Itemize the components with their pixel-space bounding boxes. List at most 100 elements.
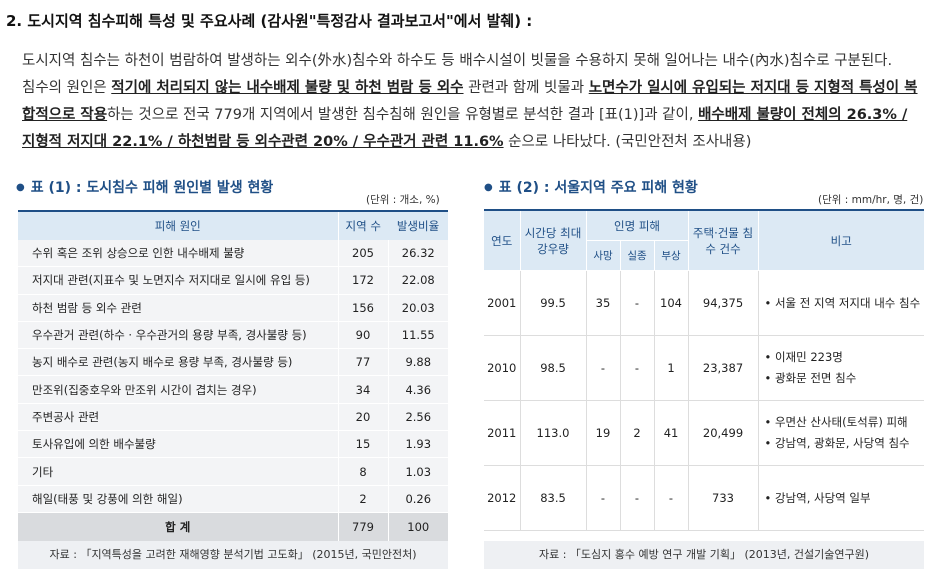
year-cell: 2001 [484, 270, 521, 336]
cause-cell: 해일(태풍 및 강풍에 의한 해일) [18, 485, 339, 513]
ratio-cell: 1.03 [388, 457, 448, 486]
dead-cell: 19 [586, 400, 621, 466]
ratio-cell: 0.26 [388, 485, 448, 513]
count-cell: 172 [338, 266, 389, 295]
paragraph-emphasis: 적기에 처리되지 않는 내수배제 불량 및 하천 범람 등 외수 [111, 80, 464, 96]
table1-title-text: 표 (1) : 도시침수 피해 원인별 발생 현황 [30, 180, 274, 196]
table1-title: ● 표 (1) : 도시침수 피해 원인별 발생 현황 [16, 177, 273, 197]
count-cell: 90 [338, 321, 389, 350]
paragraph-text: 순으로 나타났다. (국민안전처 조사내용) [503, 134, 752, 150]
table2-header-year: 연도 [484, 209, 521, 271]
count-cell: 15 [338, 430, 389, 459]
table2-header-note: 비고 [758, 209, 925, 271]
ratio-cell: 4.36 [388, 375, 448, 404]
table2-header-casualty: 인명 피해 [586, 209, 689, 241]
rain-cell: 99.5 [520, 270, 587, 336]
ratio-cell: 9.88 [388, 348, 448, 377]
year-cell: 2010 [484, 335, 521, 401]
houses-cell: 20,499 [688, 400, 759, 466]
ratio-cell: 11.55 [388, 321, 448, 350]
table2: 연도 시간당 최대강우량 인명 피해 주택·건물 침수 건수 비고 사망 실종 … [484, 209, 925, 531]
year-cell: 2011 [484, 400, 521, 466]
table1-source: 자료 : 「지역특성을 고려한 재해영향 분석기법 고도화」 (2015년, 국… [18, 541, 448, 569]
table2-title: ● 표 (2) : 서울지역 주요 피해 현황 [484, 177, 698, 197]
cause-cell: 농지 배수로 관련(농지 배수로 용량 부족, 경사불량 등) [18, 348, 339, 377]
cause-cell: 수위 혹은 조위 상승으로 인한 내수배제 불량 [18, 240, 339, 268]
table-row: 만조위(집중호우와 만조위 시간이 겹치는 경우) 34 4.36 [18, 375, 448, 404]
table1-header-ratio: 발생비율 [388, 210, 448, 240]
table2-title-text: 표 (2) : 서울지역 주요 피해 현황 [498, 180, 698, 196]
injured-cell: 104 [654, 270, 689, 336]
note-cell: • 서울 전 지역 저지대 내수 침수 [758, 270, 925, 336]
missing-cell: 2 [620, 400, 655, 466]
ratio-cell: 20.03 [388, 294, 448, 322]
cause-cell: 저지대 관련(지표수 및 노면지수 저지대로 일시에 유입 등) [18, 266, 339, 295]
table1-header-cause: 피해 원인 [18, 210, 339, 240]
table-row: 농지 배수로 관련(농지 배수로 용량 부족, 경사불량 등) 77 9.88 [18, 348, 448, 377]
count-cell: 8 [338, 457, 389, 486]
table1-total-row: 합 계 779 100 [18, 512, 448, 542]
paragraph-text: 하는 것으로 전국 779개 지역에서 발생한 침수침해 원인을 유형별로 분석… [107, 107, 699, 123]
dead-cell: 35 [586, 270, 621, 336]
missing-cell: - [620, 335, 655, 401]
table-row: 주변공사 관련 20 2.56 [18, 403, 448, 432]
table-row: 해일(태풍 및 강풍에 의한 해일) 2 0.26 [18, 485, 448, 513]
note-item: • 강남역, 사당역 일부 [764, 490, 871, 505]
ratio-cell: 26.32 [388, 240, 448, 268]
injured-cell: 1 [654, 335, 689, 401]
table2-header-houses: 주택·건물 침수 건수 [688, 209, 759, 271]
rain-cell: 83.5 [520, 465, 587, 531]
table2-header-missing: 실종 [620, 240, 655, 271]
table-row: 2011 113.0 19 2 41 20,499 • 우면산 산사태(토석류) 피해 • 강… [484, 400, 925, 466]
count-cell: 205 [338, 240, 389, 268]
cause-cell: 기타 [18, 457, 339, 486]
ratio-cell: 22.08 [388, 266, 448, 295]
note-cell: • 강남역, 사당역 일부 [758, 465, 925, 531]
year-cell: 2012 [484, 465, 521, 531]
table2-header-row: 연도 시간당 최대강우량 인명 피해 주택·건물 침수 건수 비고 [484, 209, 925, 271]
table2-unit: (단위 : mm/hr, 명, 건) [818, 194, 924, 206]
table-row: 우수관거 관련(하수 · 우수관거의 용량 부족, 경사불량 등) 90 11.55 [18, 321, 448, 350]
bullet-icon: ● [484, 182, 493, 193]
cause-cell: 토사유입에 의한 배수불량 [18, 430, 339, 459]
ratio-cell: 1.93 [388, 430, 448, 459]
count-cell: 156 [338, 294, 389, 322]
note-item: • 이재민 223명 [764, 350, 843, 364]
count-cell: 2 [338, 485, 389, 513]
table2-header-injured: 부상 [654, 240, 689, 271]
table2-header-rain: 시간당 최대강우량 [520, 209, 587, 271]
houses-cell: 733 [688, 465, 759, 531]
missing-cell: - [620, 465, 655, 531]
total-label: 합 계 [18, 512, 339, 542]
rain-cell: 113.0 [520, 400, 587, 466]
dead-cell: - [586, 465, 621, 531]
cause-cell: 만조위(집중호우와 만조위 시간이 겹치는 경우) [18, 375, 339, 404]
houses-cell: 23,387 [688, 335, 759, 401]
table1-header-count: 지역 수 [338, 210, 388, 240]
note-item: • 광화문 전면 침수 [764, 371, 857, 385]
rain-cell: 98.5 [520, 335, 587, 401]
table2-header-dead: 사망 [586, 240, 621, 271]
table-row: 2001 99.5 35-104 94,375 • 서울 전 지역 저지대 내수 침수 [484, 270, 925, 336]
table-row: 토사유입에 의한 배수불량 15 1.93 [18, 430, 448, 459]
note-cell: • 이재민 223명 • 광화문 전면 침수 [758, 335, 925, 401]
injured-cell: - [654, 465, 689, 531]
table-row: 하천 범람 등 외수 관련 156 20.03 [18, 294, 448, 322]
section-heading: 2. 도시지역 침수피해 특성 및 주요사례 (감사원"특정감사 결과보고서"에… [6, 12, 533, 30]
bullet-icon: ● [16, 182, 25, 193]
table-row: 저지대 관련(지표수 및 노면지수 저지대로 일시에 유입 등) 172 22.08 [18, 266, 448, 295]
ratio-cell: 2.56 [388, 403, 448, 432]
table-row: 수위 혹은 조위 상승으로 인한 내수배제 불량 205 26.32 [18, 240, 448, 268]
missing-cell: - [620, 270, 655, 336]
paragraph-line-1: 도시지역 침수는 하천이 범람하여 발생하는 외수(外水)침수와 하수도 등 배… [22, 53, 893, 69]
count-cell: 77 [338, 348, 389, 377]
count-cell: 20 [338, 403, 389, 432]
paragraph-text: 침수의 원인은 [22, 80, 112, 96]
table2-subheader-row: 사망 실종 부상 [484, 240, 924, 271]
table1-unit: (단위 : 개소, %) [366, 194, 440, 206]
total-count: 779 [338, 512, 389, 542]
paragraph-text: 관련과 함께 빗물과 [463, 80, 589, 96]
total-ratio: 100 [388, 512, 448, 542]
table-row: 2010 98.5- -1 23,387 • 이재민 223명 • 광화문 전면 침수 [484, 335, 925, 401]
cause-cell: 주변공사 관련 [18, 403, 339, 432]
